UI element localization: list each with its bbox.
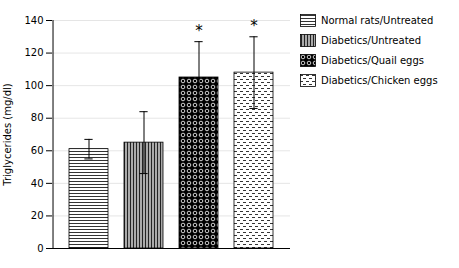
- svg-text:*: *: [195, 22, 203, 40]
- html-text:Diabetics/Chicken eggs: Diabetics/Chicken eggs: [321, 75, 438, 86]
- svg-text:20: 20: [31, 210, 44, 221]
- svg-text:100: 100: [24, 80, 43, 91]
- svg-text:60: 60: [31, 145, 44, 156]
- svg-text:120: 120: [24, 47, 43, 58]
- html-text:Diabetics/Quail eggs: Diabetics/Quail eggs: [321, 55, 424, 66]
- html-text:Normal rats/Untreated: Normal rats/Untreated: [321, 15, 434, 26]
- html-text:Diabetics/Untreated: Diabetics/Untreated: [321, 35, 422, 46]
- svg-text:40: 40: [31, 178, 44, 189]
- svg-text:80: 80: [31, 112, 44, 123]
- svg-text:0: 0: [37, 243, 43, 254]
- svg-text:140: 140: [24, 15, 43, 26]
- svg-text:Triglycerides (mg/dl): Triglycerides (mg/dl): [2, 83, 13, 186]
- svg-text:*: *: [250, 17, 258, 35]
